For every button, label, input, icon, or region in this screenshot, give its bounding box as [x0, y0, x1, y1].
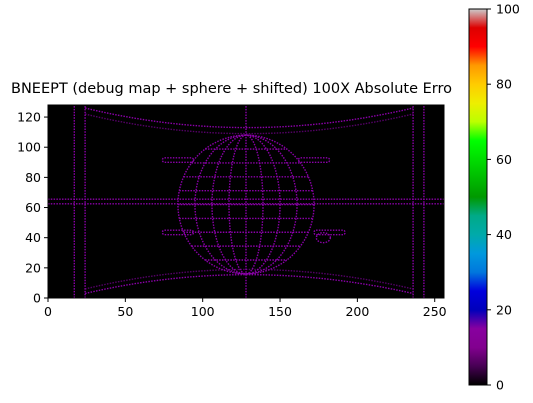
y-tick-label: 20: [25, 260, 41, 275]
x-tick-label: 50: [117, 304, 133, 319]
colorbar-tick-label: 0: [496, 378, 504, 393]
y-tick-label: 0: [33, 291, 41, 306]
y-tick-label: 120: [17, 110, 41, 125]
chart-title: BNEEPT (debug map + sphere + shifted) 10…: [11, 81, 452, 97]
x-tick-label: 0: [44, 304, 52, 319]
colorbar-axis: 0 20 40 60 80 100: [487, 2, 520, 393]
x-tick-label: 200: [345, 304, 369, 319]
colorbar: [469, 9, 487, 385]
y-axis: 0 20 40 60 80 100 120: [17, 110, 48, 306]
colorbar-tick-label: 60: [496, 152, 512, 167]
colorbar-tick-label: 100: [496, 2, 520, 17]
colorbar-tick-label: 20: [496, 302, 512, 317]
heatmap-image: [48, 105, 444, 298]
y-tick-label: 100: [17, 140, 41, 155]
x-tick-label: 250: [423, 304, 447, 319]
colorbar-tick-label: 80: [496, 77, 512, 92]
x-tick-label: 150: [268, 304, 292, 319]
y-tick-label: 40: [25, 230, 41, 245]
y-tick-label: 60: [25, 200, 41, 215]
colorbar-tick-label: 40: [496, 227, 512, 242]
x-tick-label: 100: [191, 304, 215, 319]
y-tick-label: 80: [25, 170, 41, 185]
x-axis: 0 50 100 150 200 250: [44, 298, 447, 319]
